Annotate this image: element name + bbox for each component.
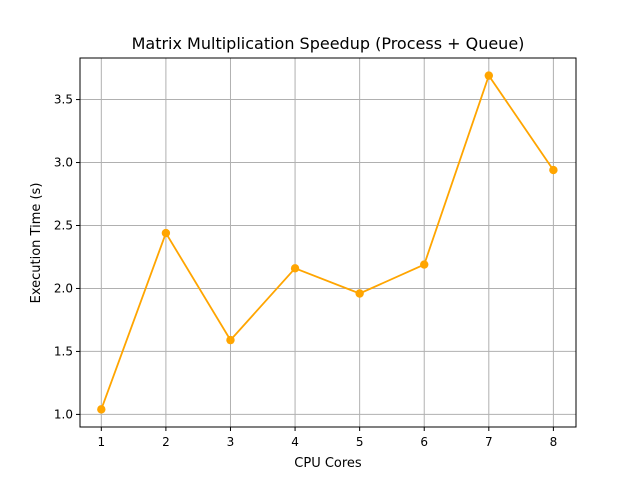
x-tick-label: 7 xyxy=(485,435,493,449)
y-tick-label: 3.0 xyxy=(54,156,73,170)
series-line xyxy=(100,73,555,410)
ticks-group: 1 2 3 4 5 6 7 8 1.0 1.5 2.0 2.5 3.0 3.5 xyxy=(54,93,557,449)
y-tick-label: 1.0 xyxy=(54,407,73,421)
x-axis-label: CPU Cores xyxy=(294,456,362,471)
data-point xyxy=(97,405,106,414)
data-point xyxy=(420,260,429,269)
x-tick-label: 5 xyxy=(356,435,364,449)
chart-title: Matrix Multiplication Speedup (Process +… xyxy=(132,34,525,53)
grid xyxy=(80,58,576,427)
y-tick-label: 2.0 xyxy=(54,281,73,295)
data-point xyxy=(226,335,235,345)
data-point xyxy=(484,71,494,80)
plot-frame xyxy=(79,57,577,428)
x-tick-label: 2 xyxy=(162,435,170,449)
data-point xyxy=(290,264,300,273)
y-tick-label: 3.5 xyxy=(54,93,73,107)
y-axis-label: Execution Time (s) xyxy=(29,183,44,304)
data-point xyxy=(355,289,364,298)
x-tick-label: 8 xyxy=(550,435,558,449)
x-tick-label: 4 xyxy=(291,435,299,449)
y-tick-label: 1.5 xyxy=(54,344,73,358)
x-tick-label: 3 xyxy=(227,435,235,449)
x-tick-label: 6 xyxy=(420,435,428,449)
data-point xyxy=(161,228,171,238)
x-tick-label: 1 xyxy=(97,435,105,449)
series-group xyxy=(97,71,558,414)
data-point xyxy=(549,165,558,175)
y-tick-label: 2.5 xyxy=(54,218,73,232)
